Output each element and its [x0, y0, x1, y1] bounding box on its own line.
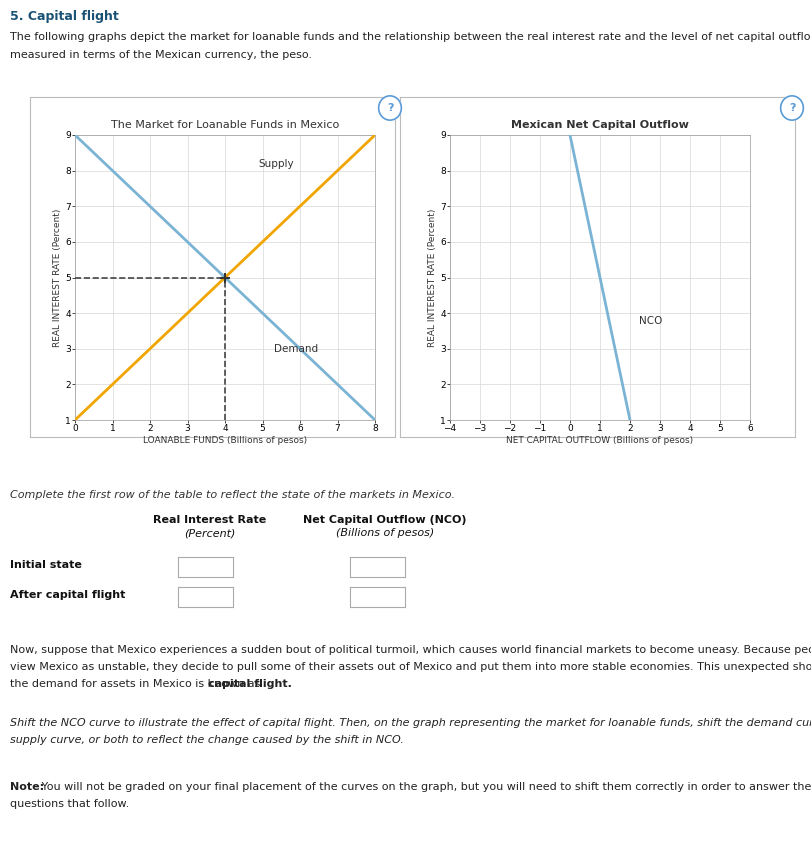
Text: Real Interest Rate: Real Interest Rate	[153, 515, 267, 525]
Text: (Billions of pesos): (Billions of pesos)	[336, 528, 434, 538]
Text: Note:: Note:	[10, 782, 44, 792]
Text: Supply: Supply	[259, 159, 294, 169]
Text: Initial state: Initial state	[10, 560, 82, 570]
Text: questions that follow.: questions that follow.	[10, 799, 129, 809]
Text: the demand for assets in Mexico is known as: the demand for assets in Mexico is known…	[10, 679, 264, 689]
X-axis label: LOANABLE FUNDS (Billions of pesos): LOANABLE FUNDS (Billions of pesos)	[143, 436, 307, 445]
Text: 5. Capital flight: 5. Capital flight	[10, 10, 118, 23]
Text: capital flight.: capital flight.	[208, 679, 292, 689]
Text: measured in terms of the Mexican currency, the peso.: measured in terms of the Mexican currenc…	[10, 50, 312, 60]
Text: Demand: Demand	[274, 344, 318, 355]
Title: The Market for Loanable Funds in Mexico: The Market for Loanable Funds in Mexico	[111, 120, 339, 130]
Text: Now, suppose that Mexico experiences a sudden bout of political turmoil, which c: Now, suppose that Mexico experiences a s…	[10, 645, 811, 655]
Text: You will not be graded on your final placement of the curves on the graph, but y: You will not be graded on your final pla…	[38, 782, 811, 792]
Text: ?: ?	[387, 103, 393, 113]
Text: Complete the first row of the table to reflect the state of the markets in Mexic: Complete the first row of the table to r…	[10, 490, 455, 500]
Text: Net Capital Outflow (NCO): Net Capital Outflow (NCO)	[303, 515, 467, 525]
Text: (Percent): (Percent)	[184, 528, 236, 538]
Y-axis label: REAL INTEREST RATE (Percent): REAL INTEREST RATE (Percent)	[428, 208, 437, 347]
X-axis label: NET CAPITAL OUTFLOW (Billions of pesos): NET CAPITAL OUTFLOW (Billions of pesos)	[506, 436, 693, 445]
Text: Shift the NCO curve to illustrate the effect of capital flight. Then, on the gra: Shift the NCO curve to illustrate the ef…	[10, 718, 811, 728]
Y-axis label: REAL INTEREST RATE (Percent): REAL INTEREST RATE (Percent)	[54, 208, 62, 347]
Text: After capital flight: After capital flight	[10, 590, 126, 600]
Title: Mexican Net Capital Outflow: Mexican Net Capital Outflow	[511, 120, 689, 130]
Text: supply curve, or both to reflect the change caused by the shift in NCO.: supply curve, or both to reflect the cha…	[10, 735, 404, 745]
Text: The following graphs depict the market for loanable funds and the relationship b: The following graphs depict the market f…	[10, 32, 811, 42]
Text: view Mexico as unstable, they decide to pull some of their assets out of Mexico : view Mexico as unstable, they decide to …	[10, 662, 811, 672]
Text: ?: ?	[789, 103, 796, 113]
Text: NCO: NCO	[639, 316, 663, 326]
